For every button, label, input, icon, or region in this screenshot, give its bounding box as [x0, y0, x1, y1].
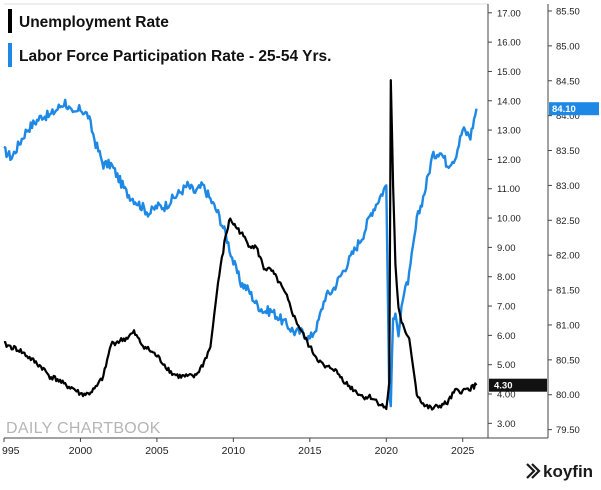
left-tick-label: 6.00	[497, 331, 516, 342]
right-tick-label: 81.50	[556, 286, 580, 297]
right-tick-label: 84.00	[556, 111, 580, 122]
left-tick-label: 7.00	[497, 302, 516, 313]
left-tick-label: 17.00	[497, 8, 521, 19]
last-value-badge-participation: 84.10	[549, 102, 599, 116]
left-tick-label: 4.00	[497, 390, 516, 401]
left-tick-label: 12.00	[497, 155, 521, 166]
badge-unemployment-value: 4.30	[494, 381, 513, 392]
last-value-badge-unemployment: 4.30	[489, 378, 547, 392]
legend-swatch-participation	[8, 43, 12, 67]
series-line-participation	[3, 98, 478, 408]
left-axis-ticks: 3.00 4.00 5.00 6.00 7.00 8.00 9.00 10.00 11.00 12…	[488, 8, 521, 430]
right-tick-label: 85.00	[556, 41, 580, 52]
right-tick-label: 82.00	[556, 251, 580, 262]
x-tick-label: 2000	[69, 445, 93, 457]
right-tick-label: 82.50	[556, 216, 580, 227]
left-tick-label: 8.00	[497, 272, 516, 283]
series-line-unemployment	[3, 79, 478, 411]
badge-participation-value: 84.10	[552, 104, 576, 115]
right-tick-label: 84.50	[556, 76, 580, 87]
legend-swatch-unemployment	[8, 9, 12, 33]
right-tick-label: 81.00	[556, 320, 580, 331]
left-tick-label: 15.00	[497, 67, 521, 78]
right-tick-label: 83.00	[556, 181, 580, 192]
series-layer	[3, 79, 478, 411]
right-tick-label: 85.50	[556, 6, 580, 17]
left-tick-label: 10.00	[497, 214, 521, 225]
legend-label-unemployment: Unemployment Rate	[19, 14, 169, 31]
x-tick-label: 2025	[451, 445, 475, 457]
brand-name: koyfin	[543, 462, 593, 481]
legend: Unemployment Rate Labor Force Participat…	[8, 9, 331, 67]
x-tick-label: 2005	[145, 445, 169, 457]
right-axis-ticks: 79.50 80.00 80.50 81.00 81.50 82.00 82.50 83.00…	[548, 6, 580, 436]
x-tick-label: 2020	[375, 445, 399, 457]
right-tick-label: 83.50	[556, 146, 580, 157]
right-tick-label: 79.50	[556, 425, 580, 436]
watermark-text: DAILY CHARTBOOK	[6, 420, 161, 437]
left-tick-label: 11.00	[497, 184, 520, 195]
left-tick-label: 13.00	[497, 126, 521, 137]
koyfin-logo-icon	[526, 463, 541, 479]
badge-unemployment-bg	[489, 378, 547, 392]
legend-label-participation: Labor Force Participation Rate - 25-54 Y…	[19, 48, 331, 65]
left-tick-label: 3.00	[497, 419, 516, 430]
brand-logo: koyfin	[526, 462, 593, 481]
left-tick-label: 16.00	[497, 38, 521, 49]
right-tick-label: 80.50	[556, 355, 580, 366]
x-tick-label: 2015	[298, 445, 322, 457]
left-tick-label: 5.00	[497, 360, 516, 371]
right-tick-label: 80.00	[556, 390, 580, 401]
x-tick-label: 2010	[222, 445, 246, 457]
badge-participation-bg	[549, 102, 599, 116]
x-tick-label: 995	[2, 445, 20, 457]
left-tick-label: 14.00	[497, 96, 521, 107]
x-axis-ticks: 995 2000 2005 2010 2015 2020 2025	[2, 438, 475, 457]
left-tick-label: 9.00	[497, 243, 516, 254]
